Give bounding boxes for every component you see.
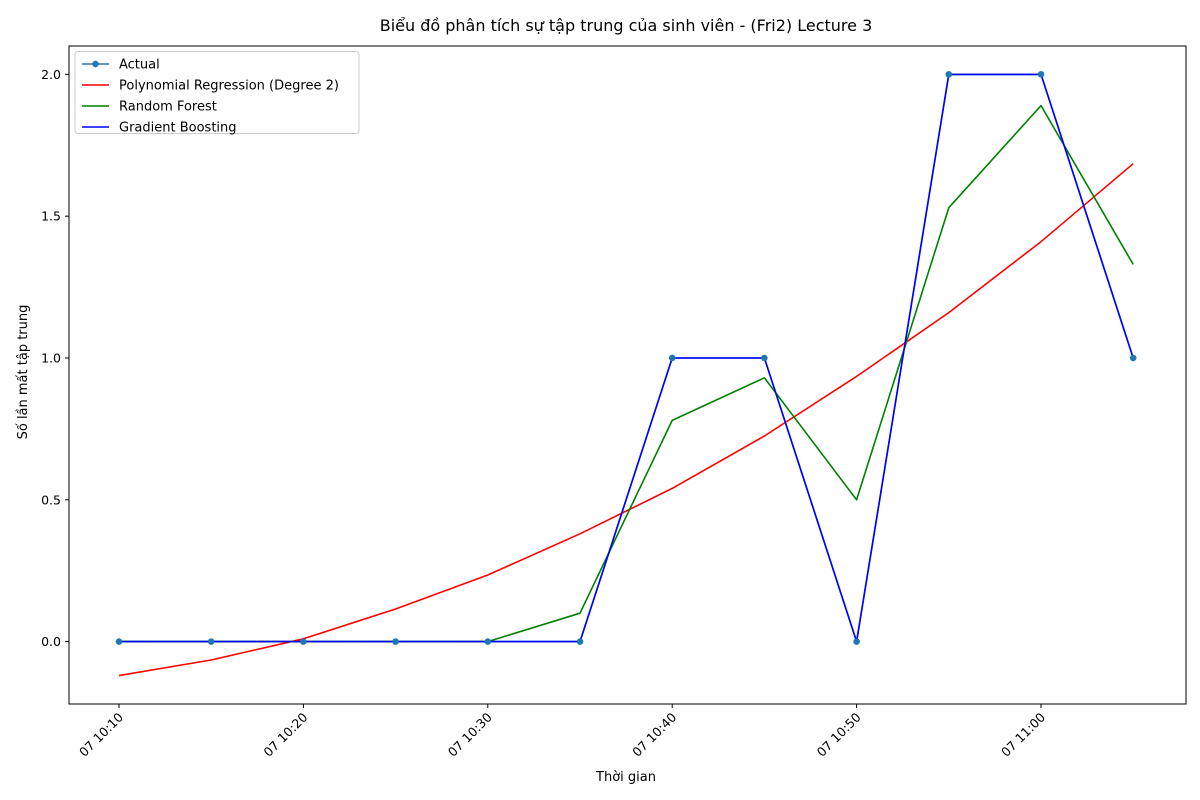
data-point-actual-top: [300, 638, 307, 645]
data-point-actual-top: [945, 71, 952, 78]
legend-label: Actual: [119, 58, 160, 73]
x-axis-label: Thời gian: [595, 770, 656, 785]
series-layer: [115, 71, 1137, 677]
data-point-actual-top: [669, 354, 676, 362]
x-tick-label: 07 10:40: [629, 709, 679, 759]
plot-area: [69, 46, 1186, 704]
x-tick-label: 07 10:10: [76, 709, 126, 759]
legend-label: Polynomial Regression (Degree 2): [119, 79, 339, 94]
data-point-actual-top: [1037, 71, 1045, 78]
y-tick-label: 0.5: [41, 492, 61, 507]
chart-title: Biểu đồ phân tích sự tập trung của sinh …: [380, 16, 873, 35]
x-tick-label: 07 10:30: [445, 709, 495, 759]
y-tick-label: 1.0: [41, 350, 61, 365]
data-point-actual-top: [576, 638, 584, 645]
legend: Actual Polynomial Regression (Degree 2) Ra…: [74, 51, 360, 136]
series-line-gradient-boosting: [119, 73, 1134, 643]
data-point-actual-top: [484, 638, 491, 645]
plot-frame: [68, 45, 1187, 705]
data-point-actual-top: [761, 354, 768, 362]
x-tick-label: 07 10:20: [260, 709, 310, 759]
y-tick-label: 1.5: [41, 209, 61, 224]
x-tick-label: 07 10:50: [814, 709, 864, 759]
data-point-actual-top: [853, 638, 860, 645]
legend-marker: [92, 60, 99, 68]
x-tick-label: 07 11:00: [998, 709, 1048, 759]
data-point-actual-top: [115, 638, 123, 645]
data-point-actual-top: [208, 638, 215, 645]
y-axis-label: Số lần mất tập trung: [16, 305, 31, 440]
legend-box: [74, 51, 360, 134]
data-point-actual-top: [1130, 354, 1137, 362]
legend-label: Gradient Boosting: [119, 121, 237, 136]
legend-label: Random Forest: [119, 100, 217, 115]
y-tick-label: 2.0: [41, 67, 61, 82]
y-tick-label: 0.0: [41, 634, 61, 649]
data-point-actual-top: [392, 638, 399, 645]
